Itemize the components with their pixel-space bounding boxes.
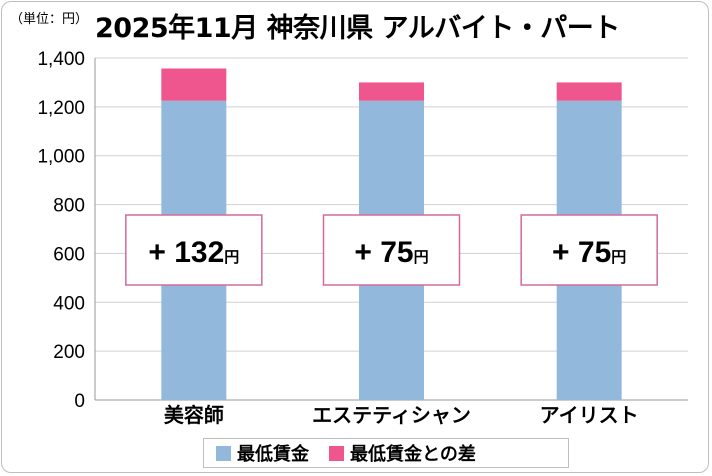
y-tick-label: 600	[53, 244, 85, 265]
x-category-label: エステティシャン	[312, 403, 471, 427]
y-tick-label: 1,400	[37, 49, 85, 70]
legend-item-difference: 最低賃金との差	[329, 440, 476, 466]
chart-title: 2025年11月 神奈川県 アルバイト・パート	[95, 13, 620, 44]
difference-callout-box	[125, 214, 263, 286]
x-category-label: 美容師	[164, 403, 224, 427]
x-category-label: アイリスト	[540, 403, 639, 427]
bar-difference	[161, 68, 227, 101]
bar-difference	[556, 82, 622, 101]
bar-difference	[359, 82, 424, 101]
unit-label: （単位：円）	[10, 12, 89, 27]
legend-swatch-minimum-wage	[216, 445, 231, 461]
y-tick-label: 200	[53, 342, 85, 363]
legend: 最低賃金 最低賃金との差	[203, 438, 569, 468]
legend-label-difference: 最低賃金との差	[350, 444, 476, 465]
difference-callout-box	[520, 214, 658, 286]
y-tick-label: 0	[74, 391, 85, 412]
legend-item-minimum-wage: 最低賃金	[216, 440, 309, 466]
difference-callout-label: + 75円	[552, 236, 626, 269]
difference-callout-box	[322, 214, 461, 286]
y-tick-label: 1,200	[37, 98, 85, 119]
y-tick-label: 400	[53, 293, 85, 314]
difference-callout-label: + 75円	[354, 236, 428, 269]
legend-swatch-difference	[329, 445, 344, 461]
legend-label-minimum-wage: 最低賃金	[237, 444, 309, 465]
y-tick-label: 800	[53, 196, 85, 217]
y-tick-label: 1,000	[37, 147, 85, 168]
difference-callout-label: + 132円	[148, 236, 239, 269]
